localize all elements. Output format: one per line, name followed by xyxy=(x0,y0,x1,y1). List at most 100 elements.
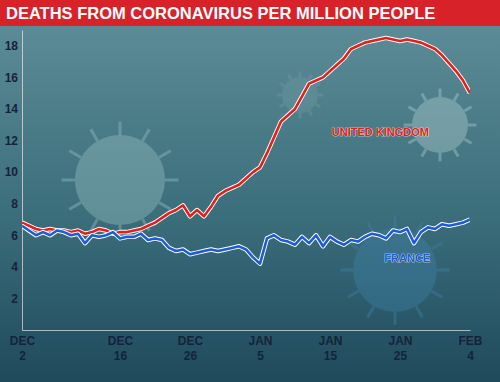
virus-spike xyxy=(464,139,471,143)
x-tick-label: DEC16 xyxy=(108,334,134,363)
y-tick-label: 18 xyxy=(5,39,19,53)
x-tick: JAN15 xyxy=(318,330,342,363)
virus-spike xyxy=(468,124,476,127)
series-label: UNITED KINGDOM xyxy=(332,126,429,138)
y-axis-line xyxy=(22,31,23,331)
x-tick-label-line: 15 xyxy=(324,349,338,363)
virus-spike xyxy=(280,83,285,86)
x-tick-label-line: 25 xyxy=(394,349,408,363)
virus-spike xyxy=(143,129,150,141)
y-tick-label: 14 xyxy=(5,102,19,116)
virus-spike xyxy=(340,269,353,272)
x-tick-label-line: 4 xyxy=(467,349,474,363)
y-tick: 6 xyxy=(11,229,22,243)
y-tick: 8 xyxy=(11,197,22,211)
virus-spike xyxy=(309,75,312,80)
virus-spike xyxy=(422,93,426,100)
x-tick: DEC2 xyxy=(10,330,36,363)
virus-body xyxy=(353,228,437,312)
x-tick-label-line: 16 xyxy=(114,349,128,363)
x-tick-label-line: 2 xyxy=(19,349,26,363)
y-tick: 2 xyxy=(11,292,22,306)
x-tick-label: FEB4 xyxy=(459,334,483,363)
virus-spike xyxy=(280,104,285,107)
y-tick-label: 8 xyxy=(11,197,18,211)
x-tick-label-line: JAN xyxy=(318,334,342,348)
virus-spike xyxy=(119,122,122,136)
virus-spike xyxy=(316,104,321,107)
x-tick: FEB4 xyxy=(459,330,483,363)
y-tick-label: 16 xyxy=(5,71,19,85)
y-tick: 12 xyxy=(5,134,22,148)
decoration xyxy=(62,72,477,325)
virus-spike xyxy=(69,203,81,210)
virus-spike xyxy=(408,107,415,111)
virus-spike xyxy=(288,75,291,80)
y-tick-label: 6 xyxy=(11,229,18,243)
y-tick-label: 10 xyxy=(5,165,19,179)
x-tick-label-line: 5 xyxy=(257,349,264,363)
virus-spike xyxy=(394,312,397,325)
line-halo xyxy=(22,38,470,234)
y-tick-label: 4 xyxy=(11,260,18,274)
plot: 24681012141618DEC2DEC16DEC26JAN5JAN15JAN… xyxy=(5,31,483,363)
chart: DEATHS FROM CORONAVIRUS PER MILLION PEOP… xyxy=(0,0,500,382)
x-tick-label: JAN15 xyxy=(318,334,342,363)
virus-spike xyxy=(277,94,282,97)
y-tick: 16 xyxy=(5,71,22,85)
line-halo xyxy=(22,219,470,263)
x-axis-line xyxy=(23,330,471,331)
virus-spike xyxy=(368,306,374,317)
virus-spike xyxy=(431,291,442,297)
title: DEATHS FROM CORONAVIRUS PER MILLION PEOP… xyxy=(6,4,435,22)
virus-spike xyxy=(422,149,426,156)
x-tick-label-line: DEC xyxy=(178,334,204,348)
x-tick-label-line: JAN xyxy=(248,334,272,348)
series-line xyxy=(22,219,470,263)
series-label: FRANCE xyxy=(384,252,430,264)
virus-spike xyxy=(408,139,415,143)
x-tick-label-line: JAN xyxy=(388,334,412,348)
y-axis: 2 4 6 8 10 12 14 16 18 xyxy=(5,31,23,331)
x-tick-label: DEC26 xyxy=(178,334,204,363)
x-tick: DEC16 xyxy=(108,330,134,363)
y-tick-label: 12 xyxy=(5,134,19,148)
background xyxy=(0,0,500,382)
virus-spike xyxy=(159,151,171,158)
virus-spike xyxy=(309,111,312,116)
y-tick: 14 xyxy=(5,102,22,116)
virus-spike xyxy=(439,153,442,161)
virus-spike xyxy=(454,149,458,156)
virus-spike xyxy=(165,179,179,182)
x-tick-label-line: FEB xyxy=(459,334,483,348)
y-tick: 4 xyxy=(11,260,22,274)
x-tick: JAN25 xyxy=(388,330,412,363)
virus-spike xyxy=(299,113,302,118)
x-tick-label-line: 26 xyxy=(184,349,198,363)
virus-spike xyxy=(91,129,98,141)
x-tick: DEC26 xyxy=(178,330,204,363)
x-tick-label: JAN5 xyxy=(248,334,272,363)
virus-spike xyxy=(437,269,450,272)
virus-spike xyxy=(464,107,471,111)
x-tick-label-line: DEC xyxy=(10,334,36,348)
x-tick-label: DEC2 xyxy=(10,334,36,363)
x-axis: DEC2DEC16DEC26JAN5JAN15JAN25FEB4 xyxy=(10,330,483,363)
virus-spike xyxy=(159,203,171,210)
lines xyxy=(22,38,470,264)
virus-spike xyxy=(394,215,397,228)
virus-spike xyxy=(348,291,359,297)
virus-spike xyxy=(69,151,81,158)
x-tick: JAN5 xyxy=(248,330,272,363)
virus-spike xyxy=(416,306,422,317)
y-tick-label: 2 xyxy=(11,292,18,306)
y-tick: 10 xyxy=(5,165,22,179)
series-line xyxy=(22,38,470,234)
virus-spike xyxy=(62,179,76,182)
virus-body xyxy=(75,135,165,225)
y-tick: 18 xyxy=(5,39,22,53)
virus-spike xyxy=(318,94,323,97)
virus-spike xyxy=(439,89,442,97)
x-tick-label-line: DEC xyxy=(108,334,134,348)
virus-spike xyxy=(454,93,458,100)
